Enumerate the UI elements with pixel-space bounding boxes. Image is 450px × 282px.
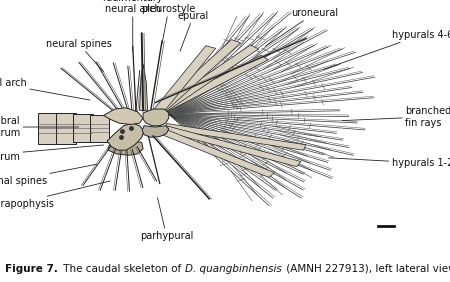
Polygon shape xyxy=(140,64,148,110)
Polygon shape xyxy=(153,46,216,113)
Text: hypurals 4-6: hypurals 4-6 xyxy=(324,30,450,69)
Text: uroneural: uroneural xyxy=(266,8,338,46)
Polygon shape xyxy=(164,124,306,150)
Text: neural arch: neural arch xyxy=(0,78,90,100)
Text: neural spines: neural spines xyxy=(46,39,112,72)
Text: hypurals 1-2: hypurals 1-2 xyxy=(328,158,450,168)
Text: haemal spines: haemal spines xyxy=(0,164,97,186)
Text: epural: epural xyxy=(178,10,209,51)
Text: rudimentary
neural arch: rudimentary neural arch xyxy=(103,0,163,51)
Polygon shape xyxy=(104,108,143,124)
Polygon shape xyxy=(158,129,274,177)
Text: parhypural: parhypural xyxy=(140,198,193,241)
Text: The caudal skeleton of: The caudal skeleton of xyxy=(60,264,184,274)
Polygon shape xyxy=(73,114,93,142)
Text: Figure 7.: Figure 7. xyxy=(5,264,58,274)
Polygon shape xyxy=(143,109,169,126)
Polygon shape xyxy=(142,126,169,137)
Polygon shape xyxy=(56,113,76,144)
Polygon shape xyxy=(90,115,109,142)
Polygon shape xyxy=(38,113,58,144)
Polygon shape xyxy=(107,123,144,150)
Text: (AMNH 227913), left lateral view. Scale bar = 0.5 mm.: (AMNH 227913), left lateral view. Scale … xyxy=(283,264,450,274)
Text: branched
fin rays: branched fin rays xyxy=(342,106,450,127)
Text: D. quangbinhensis: D. quangbinhensis xyxy=(185,264,282,274)
Text: vertebral
centrum: vertebral centrum xyxy=(0,116,79,138)
Polygon shape xyxy=(162,126,301,167)
Polygon shape xyxy=(158,45,259,112)
Polygon shape xyxy=(161,55,268,111)
Text: compound centrum: compound centrum xyxy=(0,145,104,162)
Text: hypurapophysis: hypurapophysis xyxy=(0,181,110,209)
Text: pleurostyle: pleurostyle xyxy=(142,4,196,44)
Polygon shape xyxy=(155,39,241,113)
Polygon shape xyxy=(108,141,143,155)
